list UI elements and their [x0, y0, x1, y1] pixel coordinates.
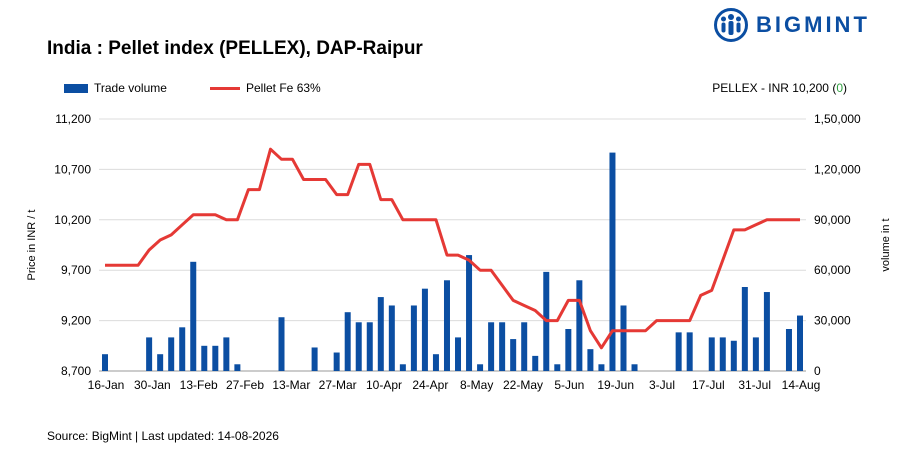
volume-bar — [455, 337, 462, 371]
y-tick-label: 10,700 — [54, 162, 91, 176]
legend-item-price: Pellet Fe 63% — [210, 81, 321, 95]
volume-bar — [797, 315, 803, 371]
x-tick-label: 22-May — [503, 378, 543, 392]
volume-bar — [598, 364, 605, 371]
legend-swatch-volume — [64, 83, 88, 93]
volume-bar — [179, 327, 186, 371]
x-tick-label: 16-Jan — [88, 378, 125, 392]
volume-bar — [719, 337, 726, 371]
volume-bar — [488, 322, 495, 371]
volume-bar — [146, 337, 153, 371]
volume-bar — [190, 261, 197, 371]
volume-bar — [421, 288, 428, 371]
volume-bar — [499, 322, 506, 371]
volume-bar — [377, 297, 384, 371]
y2-tick-label: 60,000 — [814, 263, 851, 277]
volume-bar — [157, 354, 164, 371]
price-line — [105, 147, 800, 350]
legend-label-price: Pellet Fe 63% — [246, 81, 321, 95]
y2-axis-label: volume in t — [880, 218, 892, 271]
x-tick-label: 10-Apr — [366, 378, 402, 392]
volume-bar — [223, 337, 230, 371]
x-tick-label: 14-Aug — [782, 378, 821, 392]
x-tick-label: 27-Mar — [319, 378, 357, 392]
y-tick-label: 10,200 — [54, 213, 91, 227]
volume-bar — [168, 337, 175, 371]
x-tick-label: 19-Jun — [597, 378, 634, 392]
volume-bar — [675, 332, 682, 371]
volume-bar — [102, 354, 108, 371]
x-tick-label: 24-Apr — [412, 378, 448, 392]
volume-bar — [752, 337, 759, 371]
x-tick-label: 3-Jul — [649, 378, 675, 392]
volume-bar — [344, 312, 351, 371]
volume-bar — [466, 255, 473, 371]
volume-bar — [576, 280, 583, 371]
y-tick-label: 9,700 — [61, 263, 91, 277]
index-note: PELLEX - INR 10,200 (0) — [712, 81, 847, 95]
volume-bar — [686, 332, 693, 371]
volume-bar — [212, 345, 219, 371]
index-note-suffix: ) — [843, 81, 847, 95]
y-axis-label: Price in INR / t — [26, 210, 38, 281]
y-tick-label: 9,200 — [61, 314, 91, 328]
chart-title: India : Pellet index (PELLEX), DAP-Raipu… — [47, 38, 423, 59]
x-tick-label: 17-Jul — [692, 378, 725, 392]
source-note: Source: BigMint | Last updated: 14-08-20… — [47, 429, 279, 443]
volume-bar — [388, 305, 395, 371]
volume-bar — [333, 352, 340, 371]
volume-bar — [565, 329, 572, 371]
y2-tick-label: 90,000 — [814, 213, 851, 227]
volume-bar — [708, 337, 715, 371]
volume-bar — [234, 364, 241, 371]
volume-bar — [432, 354, 439, 371]
volume-bar — [785, 329, 792, 371]
y2-tick-label: 0 — [814, 364, 821, 378]
volume-bar — [763, 292, 770, 371]
x-tick-label: 27-Feb — [226, 378, 264, 392]
volume-bar — [355, 322, 362, 371]
legend-item-volume: Trade volume — [64, 81, 167, 95]
y-tick-label: 8,700 — [61, 364, 91, 378]
volume-bar — [510, 339, 517, 371]
volume-bar — [278, 317, 285, 371]
volume-bar — [477, 364, 484, 371]
x-tick-label: 30-Jan — [134, 378, 171, 392]
brand-logo: BIGMINT — [714, 8, 884, 42]
index-change: 0 — [836, 81, 843, 95]
x-tick-label: 5-Jun — [554, 378, 584, 392]
volume-bar — [741, 287, 748, 371]
volume-bar — [399, 364, 406, 371]
volume-bar — [554, 364, 561, 371]
x-tick-label: 8-May — [460, 378, 493, 392]
y2-tick-label: 30,000 — [814, 314, 851, 328]
volume-bar — [532, 355, 539, 371]
legend-label-volume: Trade volume — [94, 81, 167, 95]
brand-name: BIGMINT — [756, 12, 870, 37]
x-tick-label: 13-Mar — [272, 378, 310, 392]
volume-bar — [443, 280, 450, 371]
volume-bar — [730, 340, 737, 371]
y-tick-label: 11,200 — [55, 112, 91, 126]
legend-swatch-price — [210, 86, 240, 90]
volume-bar — [201, 345, 208, 371]
volume-bar — [609, 152, 616, 371]
bigmint-logo-icon — [714, 8, 748, 42]
volume-bar — [587, 349, 594, 371]
volume-bar — [521, 322, 528, 371]
y2-tick-label: 1,50,000 — [814, 112, 861, 126]
volume-bar — [631, 364, 638, 371]
index-note-prefix: PELLEX - INR 10,200 ( — [712, 81, 837, 95]
volume-bar — [620, 305, 627, 371]
volume-bar — [410, 305, 417, 371]
y2-tick-label: 1,20,000 — [814, 162, 861, 176]
volume-bar — [311, 347, 318, 371]
volume-bar — [366, 322, 373, 371]
x-tick-label: 13-Feb — [180, 378, 218, 392]
x-tick-label: 31-Jul — [738, 378, 771, 392]
